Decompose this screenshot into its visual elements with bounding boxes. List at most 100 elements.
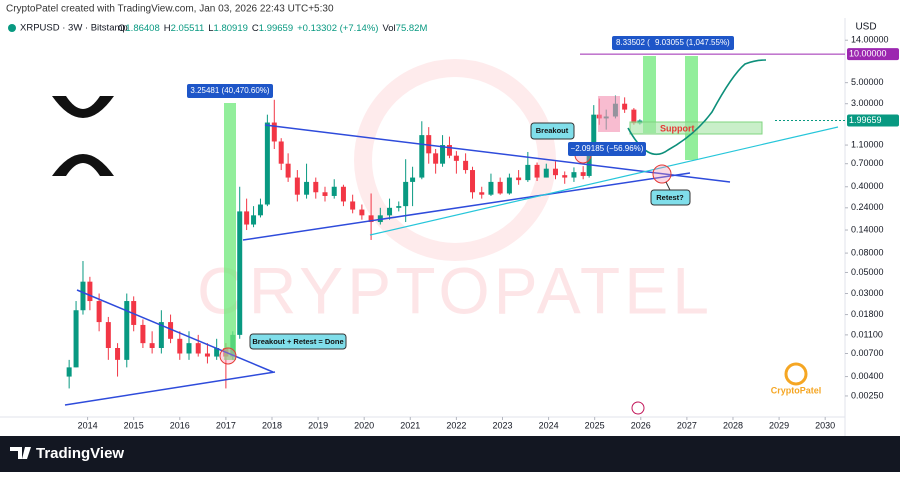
candle-body bbox=[73, 310, 79, 368]
trendline bbox=[264, 124, 731, 183]
candle-body bbox=[331, 186, 337, 196]
candle-body bbox=[186, 343, 192, 354]
candle bbox=[73, 301, 79, 368]
candle-body bbox=[66, 367, 72, 377]
candle-body bbox=[534, 164, 540, 178]
x-tick-label: 2027 bbox=[677, 420, 697, 430]
candle bbox=[419, 121, 425, 180]
trendline bbox=[64, 371, 276, 406]
candle bbox=[470, 166, 476, 199]
candle bbox=[322, 186, 328, 202]
x-tick-label: 2019 bbox=[308, 420, 328, 430]
x-tick-label: 2016 bbox=[170, 420, 190, 430]
measure-bar bbox=[685, 56, 698, 160]
x-tick-label: 2028 bbox=[723, 420, 743, 430]
candle-body bbox=[264, 122, 270, 205]
candle-body bbox=[497, 181, 503, 194]
candle bbox=[543, 163, 549, 178]
ohlc-value: 2.05511 bbox=[171, 23, 205, 34]
candle bbox=[124, 293, 130, 368]
ohlc-key: H bbox=[164, 23, 171, 34]
candle-body bbox=[419, 135, 425, 178]
y-tick-label: 0.01800 bbox=[851, 309, 884, 319]
highlight-circle bbox=[219, 347, 237, 365]
candle-body bbox=[294, 177, 300, 195]
candle bbox=[403, 159, 409, 223]
projection bbox=[627, 59, 767, 156]
candle-body bbox=[446, 145, 452, 156]
volume-value: 75.82M bbox=[396, 23, 428, 34]
event-icon bbox=[631, 401, 645, 415]
candle bbox=[285, 153, 291, 182]
candle bbox=[497, 177, 503, 195]
candle-body bbox=[525, 164, 531, 181]
candle-body bbox=[440, 145, 446, 164]
y-tick-label: 0.05000 bbox=[851, 267, 884, 277]
candle-body bbox=[463, 160, 469, 171]
candle bbox=[622, 97, 628, 113]
x-tick-label: 2023 bbox=[492, 420, 512, 430]
x-tick-label: 2029 bbox=[769, 420, 789, 430]
candle bbox=[359, 204, 365, 220]
candle-body bbox=[214, 348, 220, 357]
candle bbox=[552, 161, 558, 180]
candle bbox=[158, 310, 164, 354]
candle-body bbox=[516, 177, 522, 181]
y-tick-label: 0.03000 bbox=[851, 288, 884, 298]
candle-body bbox=[140, 324, 146, 344]
candle bbox=[87, 276, 93, 311]
highlight-circle bbox=[652, 164, 672, 184]
annotation: Breakout bbox=[536, 126, 569, 135]
candle-body bbox=[278, 141, 284, 164]
candle bbox=[115, 343, 121, 377]
candle-body bbox=[96, 301, 102, 323]
candle bbox=[204, 343, 210, 364]
axis-badge-label: 10.00000 bbox=[849, 48, 887, 58]
axis-badge bbox=[847, 114, 899, 127]
candle-body bbox=[552, 168, 558, 176]
candle bbox=[214, 338, 220, 360]
candle bbox=[516, 170, 522, 185]
candle-body bbox=[257, 204, 263, 216]
measure-bar bbox=[224, 103, 236, 360]
candle bbox=[368, 193, 374, 240]
candle bbox=[591, 105, 597, 149]
candle-body bbox=[387, 207, 393, 216]
x-tick-label: 2024 bbox=[539, 420, 559, 430]
candle bbox=[463, 153, 469, 174]
candle bbox=[396, 201, 402, 212]
candle bbox=[433, 148, 439, 174]
y-tick-label: 0.70000 bbox=[851, 158, 884, 168]
brand-icon bbox=[10, 447, 31, 459]
support-zone bbox=[629, 121, 763, 135]
candle bbox=[562, 171, 568, 184]
candle bbox=[340, 184, 346, 207]
footer-bar bbox=[0, 436, 900, 472]
y-tick-label: 0.00250 bbox=[851, 390, 884, 400]
credit: CryptoPatel created with TradingView.com… bbox=[6, 4, 334, 15]
x-tick-label: 2017 bbox=[216, 420, 236, 430]
candle-body bbox=[244, 211, 250, 225]
label-box bbox=[187, 84, 273, 98]
x-tick-label: 2014 bbox=[78, 420, 98, 430]
candle-body bbox=[177, 338, 183, 354]
candle bbox=[488, 173, 494, 196]
candle-body bbox=[105, 322, 111, 349]
annotation: Retest? bbox=[656, 193, 684, 202]
x-tick-label: 2026 bbox=[631, 420, 651, 430]
label-box bbox=[249, 333, 347, 350]
candle bbox=[244, 198, 250, 231]
xrp-logo bbox=[52, 96, 114, 176]
label-box bbox=[568, 142, 646, 156]
candle bbox=[251, 206, 257, 228]
candle bbox=[105, 316, 111, 360]
candle-body bbox=[80, 281, 86, 311]
candle bbox=[278, 138, 284, 171]
candle-body bbox=[433, 153, 439, 164]
measure-bar bbox=[643, 56, 656, 133]
candle-body bbox=[586, 146, 592, 176]
candle-body bbox=[396, 206, 402, 208]
candle-body bbox=[591, 114, 597, 147]
ohlc-key: O bbox=[118, 23, 125, 34]
